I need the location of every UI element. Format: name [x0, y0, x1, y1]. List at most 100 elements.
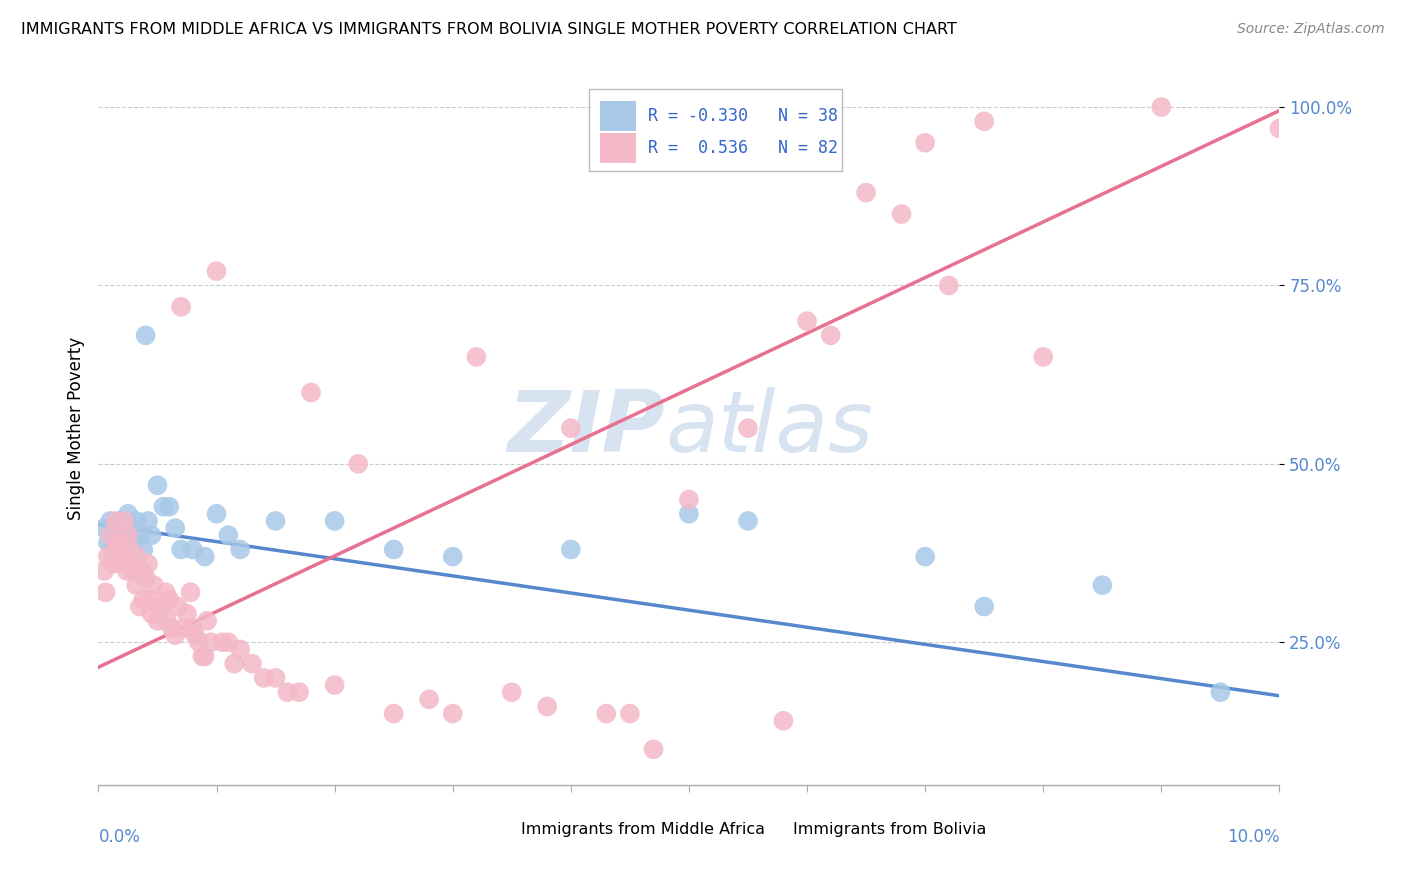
- Point: [132, 592, 155, 607]
- Point: [149, 599, 172, 614]
- Point: [205, 264, 228, 278]
- FancyBboxPatch shape: [600, 102, 636, 131]
- Point: [194, 549, 217, 564]
- Point: [1150, 100, 1173, 114]
- Point: [166, 599, 188, 614]
- Point: [101, 557, 124, 571]
- Point: [107, 535, 129, 549]
- Point: [229, 642, 252, 657]
- Point: [146, 478, 169, 492]
- Point: [973, 599, 995, 614]
- Text: R =  0.536   N = 82: R = 0.536 N = 82: [648, 139, 838, 157]
- Point: [105, 514, 128, 528]
- Point: [98, 528, 121, 542]
- Point: [938, 278, 960, 293]
- Point: [382, 542, 405, 557]
- Point: [131, 564, 153, 578]
- Point: [142, 578, 165, 592]
- Point: [176, 607, 198, 621]
- Point: [135, 571, 157, 585]
- Point: [229, 542, 252, 557]
- Point: [240, 657, 263, 671]
- Point: [382, 706, 405, 721]
- Point: [1209, 685, 1232, 699]
- Point: [1268, 121, 1291, 136]
- Point: [170, 300, 193, 314]
- Point: [135, 328, 157, 343]
- Point: [288, 685, 311, 699]
- Point: [117, 507, 139, 521]
- Text: R = -0.330   N = 38: R = -0.330 N = 38: [648, 107, 838, 125]
- Point: [643, 742, 665, 756]
- Point: [619, 706, 641, 721]
- Point: [184, 628, 207, 642]
- Point: [165, 628, 187, 642]
- Point: [181, 621, 204, 635]
- Point: [264, 671, 287, 685]
- Point: [93, 521, 115, 535]
- Point: [108, 557, 131, 571]
- Point: [112, 521, 135, 535]
- Point: [117, 528, 139, 542]
- Point: [973, 114, 995, 128]
- Point: [678, 507, 700, 521]
- Point: [796, 314, 818, 328]
- Text: Immigrants from Middle Africa: Immigrants from Middle Africa: [522, 822, 765, 838]
- Point: [111, 542, 134, 557]
- Point: [914, 549, 936, 564]
- Text: IMMIGRANTS FROM MIDDLE AFRICA VS IMMIGRANTS FROM BOLIVIA SINGLE MOTHER POVERTY C: IMMIGRANTS FROM MIDDLE AFRICA VS IMMIGRA…: [21, 22, 957, 37]
- FancyBboxPatch shape: [589, 89, 842, 171]
- Text: 10.0%: 10.0%: [1227, 828, 1279, 846]
- FancyBboxPatch shape: [759, 819, 786, 840]
- Text: ZIP: ZIP: [508, 386, 665, 470]
- Point: [132, 542, 155, 557]
- Point: [595, 706, 617, 721]
- Point: [141, 607, 163, 621]
- Point: [160, 621, 183, 635]
- Point: [94, 585, 117, 599]
- Point: [323, 514, 346, 528]
- Point: [253, 671, 276, 685]
- Point: [299, 385, 322, 400]
- FancyBboxPatch shape: [488, 819, 515, 840]
- Point: [115, 564, 138, 578]
- Point: [165, 521, 187, 535]
- Point: [501, 685, 523, 699]
- Point: [418, 692, 440, 706]
- Point: [347, 457, 370, 471]
- Point: [195, 614, 218, 628]
- Text: atlas: atlas: [665, 386, 873, 470]
- Point: [191, 649, 214, 664]
- Point: [205, 507, 228, 521]
- Point: [224, 657, 246, 671]
- Point: [217, 635, 239, 649]
- FancyBboxPatch shape: [600, 133, 636, 162]
- Point: [125, 514, 148, 528]
- Point: [128, 528, 150, 542]
- Point: [108, 514, 131, 528]
- Point: [737, 514, 759, 528]
- Point: [772, 714, 794, 728]
- Point: [152, 500, 174, 514]
- Point: [187, 635, 209, 649]
- Point: [127, 549, 149, 564]
- Point: [441, 549, 464, 564]
- Point: [121, 521, 143, 535]
- Point: [323, 678, 346, 692]
- Point: [180, 585, 202, 599]
- Point: [737, 421, 759, 435]
- Point: [441, 706, 464, 721]
- Point: [560, 421, 582, 435]
- Point: [217, 528, 239, 542]
- Point: [465, 350, 488, 364]
- Point: [157, 500, 180, 514]
- Point: [105, 528, 128, 542]
- Text: Immigrants from Bolivia: Immigrants from Bolivia: [793, 822, 986, 838]
- Point: [125, 578, 148, 592]
- Point: [172, 621, 194, 635]
- Point: [121, 557, 143, 571]
- Point: [112, 514, 135, 528]
- Point: [820, 328, 842, 343]
- Point: [156, 614, 179, 628]
- Point: [120, 542, 142, 557]
